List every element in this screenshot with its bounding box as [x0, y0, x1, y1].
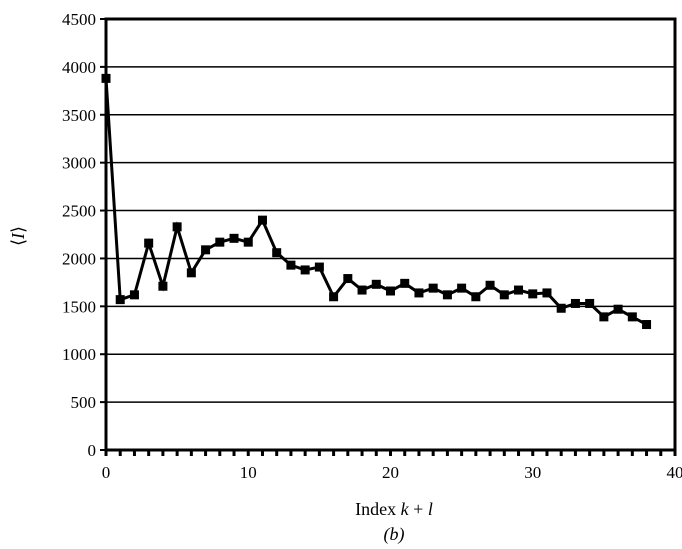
data-point [371, 279, 381, 289]
plot-frame [104, 17, 677, 452]
data-point [286, 260, 296, 270]
data-point [642, 320, 652, 330]
grid-lines [106, 66, 675, 403]
y-tick-label: 0 [88, 441, 97, 460]
data-point [556, 303, 566, 313]
data-point [442, 290, 452, 300]
y-axis-label-close: ⟩ [8, 226, 28, 233]
data-point [514, 285, 524, 295]
x-tick-label: 30 [524, 463, 541, 482]
data-point [101, 73, 111, 83]
data-point [528, 289, 538, 299]
x-axis-label-l: l [428, 499, 433, 519]
y-tick-label: 500 [71, 393, 97, 412]
x-axis-ticks: 0 10 20 30 40 [102, 450, 682, 482]
y-tick-label: 4000 [62, 58, 96, 77]
y-tick-label: 1000 [62, 345, 96, 364]
data-point [272, 248, 282, 258]
data-point [357, 285, 367, 295]
data-point [257, 215, 267, 225]
data-point [428, 283, 438, 293]
data-point [243, 237, 253, 247]
data-point [201, 245, 211, 255]
data-point [471, 292, 481, 302]
data-point [115, 295, 125, 305]
data-point [414, 288, 424, 298]
y-tick-label: 2500 [62, 202, 96, 221]
data-point [400, 278, 410, 288]
x-axis-label-prefix: Index [355, 499, 400, 519]
data-point [499, 290, 509, 300]
data-point [457, 283, 467, 293]
data-point [186, 268, 196, 278]
data-point [300, 265, 310, 275]
data-point [485, 280, 495, 290]
y-tick-label: 1500 [62, 297, 96, 316]
y-axis-label-var: I [8, 232, 28, 240]
y-axis-ticks: 0 500 1000 1500 2000 2500 3000 3500 4000 4500 [62, 10, 106, 460]
y-tick-label: 4500 [62, 10, 96, 29]
y-axis-label-open: ⟨ [8, 239, 28, 246]
x-tick-label: 0 [102, 463, 111, 482]
data-point [542, 288, 552, 298]
y-axis-label: ⟨I⟩ [8, 226, 28, 246]
y-tick-label: 3500 [62, 106, 96, 125]
x-axis-label: Index k + l [355, 499, 433, 519]
x-tick-label: 20 [382, 463, 399, 482]
data-point [585, 298, 595, 308]
data-point [570, 298, 580, 308]
data-point [144, 238, 154, 248]
data-point [343, 274, 353, 284]
data-point [229, 233, 239, 243]
data-point [627, 312, 637, 322]
data-point [329, 292, 339, 302]
data-point [158, 281, 168, 291]
y-tick-label: 2000 [62, 249, 96, 268]
x-axis-label-mid: + [409, 499, 428, 519]
data-point [172, 222, 182, 232]
x-axis-label-k: k [401, 499, 410, 519]
y-tick-label: 3000 [62, 154, 96, 173]
figure-caption: (b) [384, 524, 405, 545]
data-point [215, 237, 225, 247]
data-point [314, 262, 324, 272]
x-tick-label: 40 [667, 463, 682, 482]
data-point [386, 286, 395, 296]
data-point [129, 290, 139, 300]
series [101, 73, 652, 330]
data-point [599, 312, 609, 322]
data-point [613, 304, 623, 314]
x-tick-label: 10 [240, 463, 257, 482]
